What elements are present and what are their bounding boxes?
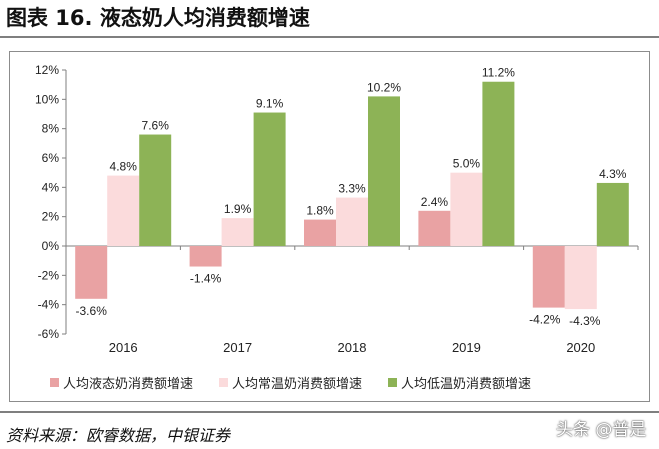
legend-label: 人均低温奶消费额增速 (401, 376, 532, 392)
legend-label: 人均液态奶消费额增速 (63, 376, 194, 392)
bar (304, 219, 336, 246)
y-tick-label: -6% (38, 327, 60, 341)
x-tick-label: 2019 (452, 340, 481, 355)
bar (596, 182, 629, 246)
data-label: -4.2% (529, 313, 561, 327)
x-tick-label: 2020 (566, 340, 595, 355)
data-label: -1.4% (190, 272, 222, 286)
x-tick-label: 2018 (338, 340, 367, 355)
x-tick-label: 2016 (109, 340, 138, 355)
bar (107, 175, 140, 246)
bar (368, 96, 400, 247)
legend-swatch (50, 377, 59, 387)
watermark: 头条 @普是 (556, 420, 647, 440)
legend-item: 人均常温奶消费额增速 (219, 373, 362, 392)
bar (450, 172, 483, 246)
x-tick-label: 2017 (223, 340, 252, 355)
data-label: 3.3% (338, 182, 366, 196)
bar (75, 246, 108, 299)
data-label: 2.4% (421, 195, 449, 209)
data-label: 7.6% (142, 119, 170, 133)
legend-swatch (388, 377, 398, 387)
bar (221, 218, 254, 246)
y-tick-label: 6% (42, 151, 60, 165)
chart-title: 图表 16. 液态奶人均消费额增速 (6, 6, 310, 30)
footer-divider (0, 411, 659, 413)
data-label: -4.3% (569, 314, 601, 328)
data-label: -3.6% (76, 304, 108, 318)
data-label: 11.2% (482, 66, 515, 80)
chart-frame (9, 51, 650, 402)
y-tick-label: 8% (42, 122, 60, 136)
y-tick-label: 0% (42, 239, 60, 253)
data-label: 1.8% (306, 204, 334, 218)
data-label: 4.3% (599, 167, 627, 181)
legend-swatch (219, 377, 229, 387)
source-note: 资料来源：欧睿数据，中银证券 (6, 426, 231, 445)
data-label: 10.2% (367, 80, 401, 94)
y-tick-label: -2% (38, 268, 60, 282)
bar (336, 197, 368, 246)
legend-item: 人均液态奶消费额增速 (50, 373, 193, 392)
bar (418, 210, 451, 246)
y-tick-label: 2% (42, 210, 60, 224)
y-tick-label: -4% (38, 298, 60, 312)
bar (482, 81, 515, 246)
legend-item: 人均低温奶消费额增速 (388, 373, 531, 392)
bar (564, 246, 597, 310)
legend-label: 人均常温奶消费额增速 (232, 376, 363, 392)
title-divider (0, 36, 659, 38)
data-label: 5.0% (453, 157, 481, 171)
bar (189, 246, 222, 267)
data-label: 4.8% (110, 160, 138, 174)
bar (532, 246, 565, 308)
bar (253, 112, 286, 247)
data-label: 9.1% (256, 97, 284, 111)
bar (139, 134, 172, 246)
y-tick-label: 12% (35, 63, 59, 77)
data-label: 1.9% (224, 202, 252, 216)
chart-legend: 人均液态奶消费额增速 人均常温奶消费额增速 人均低温奶消费额增速 (50, 372, 650, 392)
y-tick-label: 10% (35, 92, 59, 106)
y-tick-label: 4% (42, 180, 60, 194)
